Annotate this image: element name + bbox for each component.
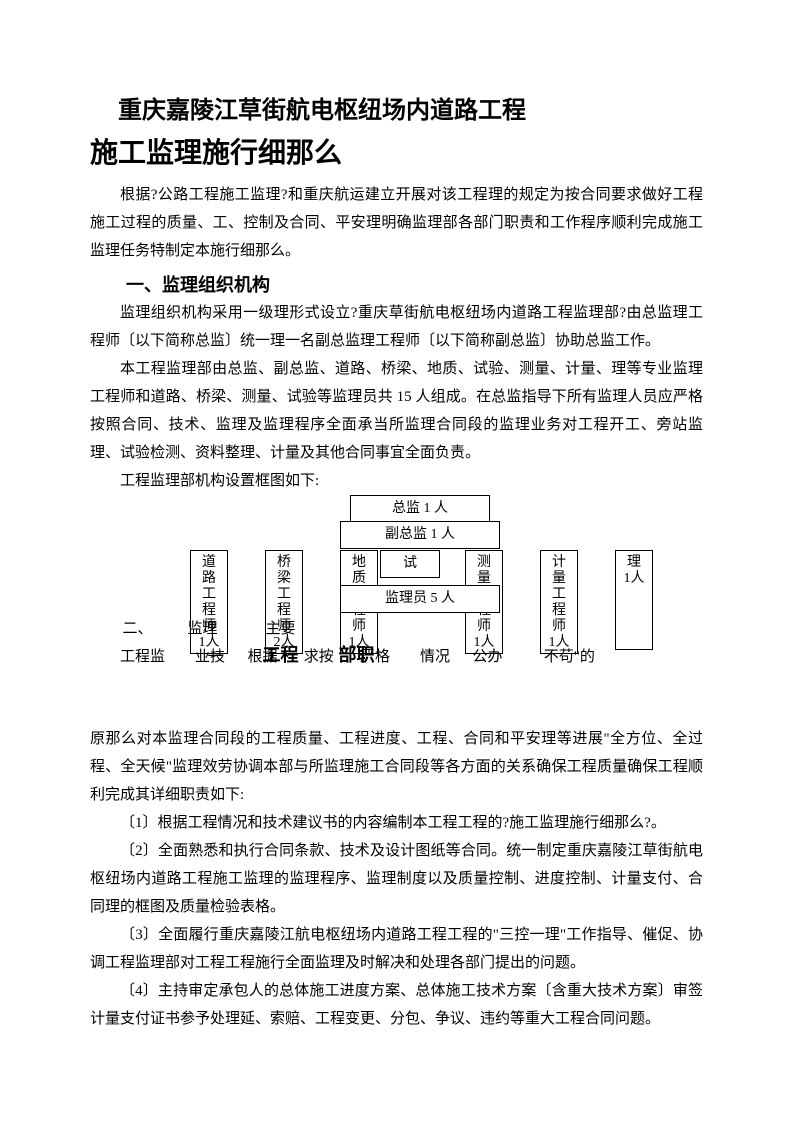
- org-box-shi: 试: [380, 550, 440, 578]
- body-p3: 〔2〕全面熟悉和执行合同条款、技术及设计图纸等合同。统一制定重庆嘉陵江草街航电枢…: [90, 837, 703, 921]
- body-p1: 原那么对本监理合同段的工程质量、工程进度、工程、合同和平安理等进展"全方位、全过…: [90, 725, 703, 809]
- body-p5: 〔4〕主持审定承包人的总体施工进度方案、总体施工技术方案〔含重大技术方案〕审签计…: [90, 977, 703, 1033]
- org-box-supervisor: 监理员 5 人: [340, 585, 500, 613]
- org-col-road: 道 路 工 程 师 1人: [190, 550, 228, 654]
- org-box-vice-director: 副总监 1 人: [340, 521, 500, 549]
- body-p2: 〔1〕根据工程情况和技术建议书的内容编制本工程工程的?施工监理施行细那么?。: [90, 809, 703, 837]
- org-col-measure: 计 量 工 程 师 1人: [540, 550, 578, 654]
- section-1-heading: 一、监理组织机构: [90, 271, 703, 297]
- org-col-li: 理 1人: [615, 550, 653, 650]
- org-col-bridge: 桥 梁 工 程 师 2人: [265, 550, 303, 654]
- section-1-p2: 本工程监理部由总监、副总监、道路、桥梁、地质、试验、测量、计量、理等专业监理工程…: [90, 355, 703, 467]
- page: 重庆嘉陵江草街航电枢纽场内道路工程 施工监理施行细那么 根据?公路工程施工监理?…: [0, 0, 793, 1122]
- intro-paragraph: 根据?公路工程施工监理?和重庆航运建立开展对该工程理的规定为按合同要求做好工程施…: [90, 181, 703, 265]
- org-box-director: 总监 1 人: [350, 495, 490, 523]
- org-chart: 总监 1 人 副总监 1 人 试 监理员 5 人 道 路 工 程 师 1人 桥 …: [90, 495, 700, 725]
- page-title-2: 施工监理施行细那么: [90, 131, 703, 171]
- section-1-p3: 工程监理部机构设置框图如下:: [90, 467, 703, 495]
- body-p4: 〔3〕全面履行重庆嘉陵江航电枢纽场内道路工程工程的"三控一理"工作指导、催促、协…: [90, 921, 703, 977]
- page-title-1: 重庆嘉陵江草街航电枢纽场内道路工程: [90, 90, 703, 125]
- section-1-p1: 监理组织机构采用一级理形式设立?重庆草街航电枢纽场内道路工程监理部?由总监理工程…: [90, 299, 703, 355]
